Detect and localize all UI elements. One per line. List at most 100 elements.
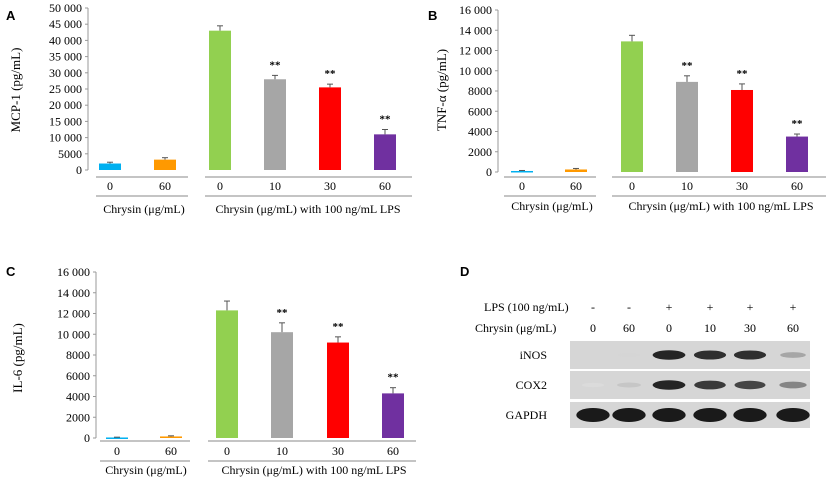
y-axis-label: TNF-α (pg/mL) [434,49,449,131]
wb-band [617,382,641,388]
x-tick-label: 60 [159,179,171,193]
y-tick-label: 40 000 [49,33,82,47]
wb-chrysin-value: 0 [590,321,596,335]
wb-band [693,350,727,360]
wb-chrysin-value: 30 [744,321,756,335]
x-tick-label: 60 [387,444,399,458]
bar [511,170,533,173]
y-tick-label: 14 000 [459,23,492,37]
x-tick-label: 30 [324,179,336,193]
x-tick-label: 60 [570,179,582,193]
wb-band [617,352,641,358]
wb-strip: COX2 [516,371,810,399]
y-tick-label: 4000 [66,390,90,404]
x-tick-label: 30 [736,179,748,193]
x-tick-label: 0 [114,444,120,458]
y-tick-label: 35 000 [49,50,82,64]
bar [99,163,121,170]
x-tick-label: 0 [107,179,113,193]
bar [154,159,176,170]
y-tick-label: 8000 [468,84,492,98]
wb-chrysin-value: 10 [704,321,716,335]
bar [264,79,286,170]
x-tick-label: 60 [379,179,391,193]
y-tick-label: 50 000 [49,1,82,15]
wb-chrysin-value: 60 [787,321,799,335]
panel-letter-b: B [428,8,437,23]
group-label: Chrysin (μg/mL) [105,463,186,477]
y-tick-label: 0 [486,165,492,179]
wb-strip-background [570,371,810,399]
x-tick-label: 30 [332,444,344,458]
y-tick-label: 12 000 [459,44,492,58]
group-label: Chrysin (μg/mL) [511,199,592,213]
x-tick-label: 0 [224,444,230,458]
x-tick-label: 0 [217,179,223,193]
y-axis-label: IL-6 (pg/mL) [10,323,25,393]
panel-letter-d: D [460,264,469,279]
wb-lps-value: - [627,300,631,314]
bar [160,436,182,438]
y-tick-label: 10 000 [57,327,90,341]
significance-label: ** [277,307,289,319]
significance-label: ** [388,372,400,384]
bar [621,41,643,173]
wb-lps-value: + [747,300,754,314]
bar [327,342,349,438]
wb-chrysin-value: 0 [666,321,672,335]
y-tick-label: 12 000 [57,307,90,321]
wb-strip: iNOS [520,341,810,369]
y-tick-label: 6000 [468,104,492,118]
wb-lps-value: + [790,300,797,314]
wb-lps-value: + [666,300,673,314]
y-tick-label: 14 000 [57,286,90,300]
y-tick-label: 16 000 [57,265,90,279]
y-tick-label: 10 000 [459,64,492,78]
wb-band [576,408,610,422]
wb-lps-label: LPS (100 ng/mL) [484,300,569,314]
x-tick-label: 0 [519,179,525,193]
y-tick-label: 5000 [58,147,82,161]
x-tick-label: 0 [629,179,635,193]
wb-band [733,350,767,360]
bar [382,393,404,438]
wb-lps-value: + [707,300,714,314]
wb-band [694,380,726,390]
bar [216,310,238,438]
wb-strip-background [570,402,810,428]
wb-row-label: iNOS [520,348,547,362]
western-blot: LPS (100 ng/mL) Chrysin (μg/mL) - - + + + + 0… [475,300,810,428]
y-tick-label: 6000 [66,369,90,383]
y-tick-label: 2000 [468,145,492,159]
wb-band [581,382,605,388]
significance-label: ** [737,68,749,80]
wb-row-label: GAPDH [506,408,548,422]
wb-band [779,381,807,389]
significance-label: ** [333,321,345,333]
y-tick-label: 25 000 [49,82,82,96]
significance-label: ** [682,60,694,72]
group-label: Chrysin (μg/mL) with 100 ng/mL LPS [216,202,401,216]
significance-label: ** [792,118,804,130]
x-tick-label: 60 [165,444,177,458]
bar [374,134,396,170]
y-tick-label: 45 000 [49,17,82,31]
significance-label: ** [380,114,392,126]
panel-letter-c: C [6,264,16,279]
y-tick-label: 0 [76,163,82,177]
x-tick-label: 10 [269,179,281,193]
wb-strip-background [570,341,810,369]
group-label: Chrysin (μg/mL) [103,202,184,216]
bar [319,87,341,170]
group-label: Chrysin (μg/mL) with 100 ng/mL LPS [222,463,407,477]
wb-band [652,380,686,390]
y-tick-label: 2000 [66,410,90,424]
wb-row-label: COX2 [516,378,547,392]
wb-band [652,408,686,422]
wb-band [734,380,766,390]
wb-band [612,408,646,422]
wb-lps-value: - [591,300,595,314]
x-tick-label: 10 [276,444,288,458]
